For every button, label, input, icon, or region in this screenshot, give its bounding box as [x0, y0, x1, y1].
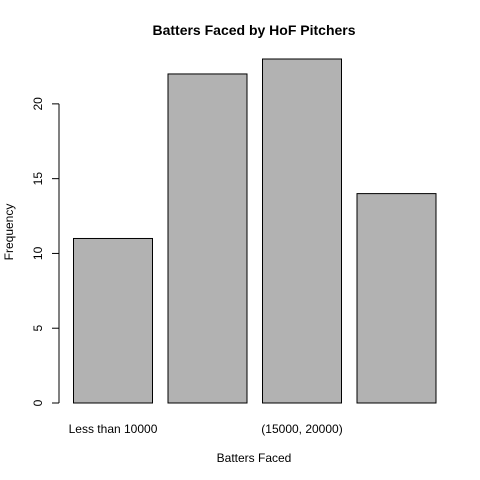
chart-title: Batters Faced by HoF Pitchers: [152, 22, 355, 38]
y-tick-label-5: 20: [31, 97, 45, 111]
y-axis: 0 5 10 15 20: [31, 97, 60, 406]
y-tick-label-4: 15: [31, 172, 45, 186]
y-tick-label-2: 5: [31, 325, 45, 332]
y-axis-label: Frequency: [2, 204, 16, 261]
x-tick-label-3: (15000, 20000): [261, 422, 342, 436]
bars-group: [73, 58, 437, 404]
bar-4: [356, 193, 437, 404]
x-tick-label-1: Less than 10000: [69, 422, 158, 436]
x-tick-labels: Less than 10000 (15000, 20000): [69, 422, 343, 436]
bar-1: [73, 237, 153, 404]
bar-3: [262, 58, 342, 404]
bar-2: [167, 73, 248, 404]
y-tick-label-3: 10: [31, 246, 45, 260]
y-tick-label-1: 0: [31, 399, 45, 406]
x-axis-label: Batters Faced: [217, 451, 292, 465]
